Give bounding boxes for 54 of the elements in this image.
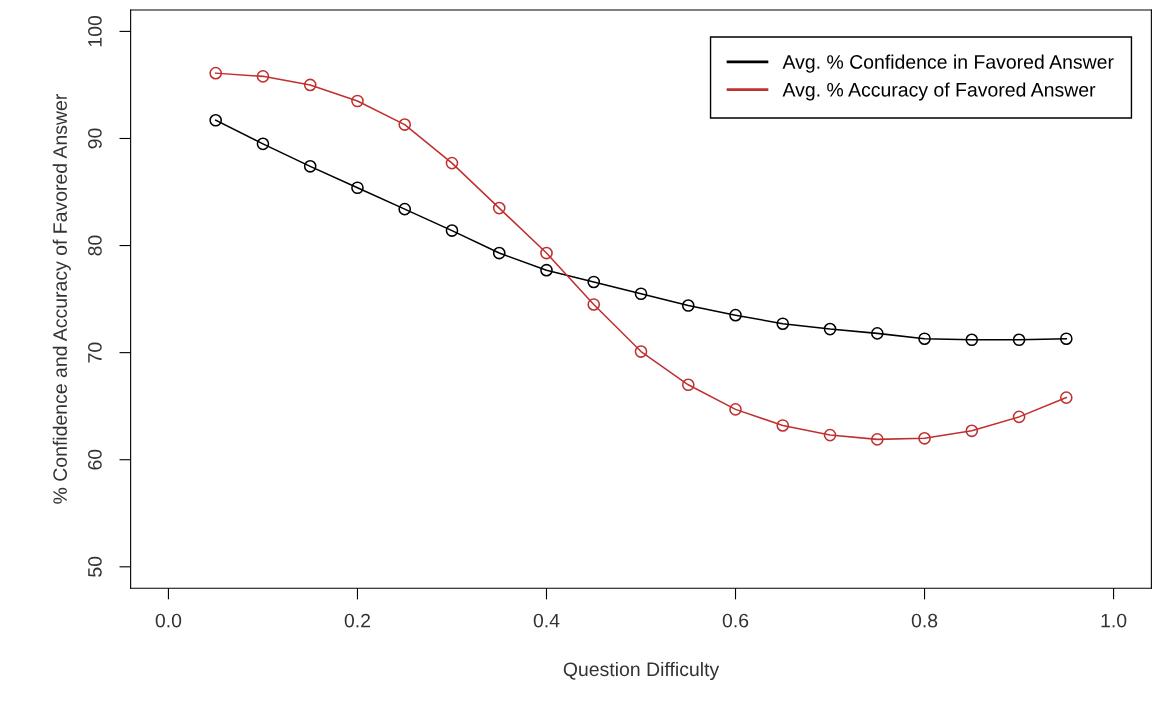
- point: [492, 201, 506, 215]
- point: [303, 78, 317, 92]
- point: [1059, 391, 1073, 404]
- point: [870, 327, 884, 340]
- point: [681, 299, 695, 312]
- point: [445, 156, 459, 170]
- point: [1059, 332, 1073, 346]
- point: [492, 246, 506, 260]
- x-tick-label: 0.6: [722, 613, 749, 628]
- y-tick-label: 70: [88, 342, 102, 363]
- point: [823, 322, 837, 336]
- point: [729, 308, 742, 322]
- point: [587, 298, 601, 311]
- point: [351, 181, 364, 195]
- x-axis-title: Question Difficulty: [563, 661, 720, 681]
- point: [256, 137, 270, 151]
- y-axis-title: % Confidence and Accuracy of Favored Answer: [52, 94, 71, 504]
- point: [965, 333, 979, 347]
- x-tick-label: 0.0: [155, 613, 182, 628]
- y-tick-label: 100: [88, 15, 102, 47]
- point: [351, 94, 364, 108]
- point: [540, 246, 553, 260]
- point: [918, 332, 931, 346]
- point: [398, 202, 412, 216]
- point: [823, 428, 837, 442]
- y-tick-label: 60: [88, 449, 102, 470]
- y-tick-label: 50: [88, 556, 102, 577]
- point: [729, 403, 742, 416]
- legend-label: Avg. % Accuracy of Favored Answer: [782, 82, 1096, 101]
- x-tick-label: 0.8: [911, 613, 938, 628]
- x-tick-label: 0.2: [344, 613, 370, 628]
- point: [209, 113, 223, 127]
- point: [1012, 410, 1026, 424]
- point: [681, 378, 695, 392]
- y-tick-label: 80: [88, 235, 102, 256]
- y-tick-label: 90: [88, 128, 102, 149]
- point: [776, 317, 790, 331]
- point: [209, 66, 223, 80]
- point: [918, 431, 931, 445]
- point: [1012, 333, 1026, 347]
- point: [776, 419, 790, 432]
- point: [634, 345, 648, 358]
- point: [870, 433, 884, 446]
- point: [398, 118, 412, 131]
- point: [540, 263, 553, 277]
- point: [634, 287, 648, 301]
- point: [445, 224, 459, 237]
- x-tick-label: 0.4: [533, 613, 560, 628]
- legend-label: Avg. % Confidence in Favored Answer: [782, 54, 1114, 73]
- point: [256, 70, 270, 83]
- point: [303, 160, 317, 173]
- x-tick-label: 1.0: [1101, 613, 1127, 628]
- point: [587, 275, 601, 289]
- point: [965, 424, 979, 438]
